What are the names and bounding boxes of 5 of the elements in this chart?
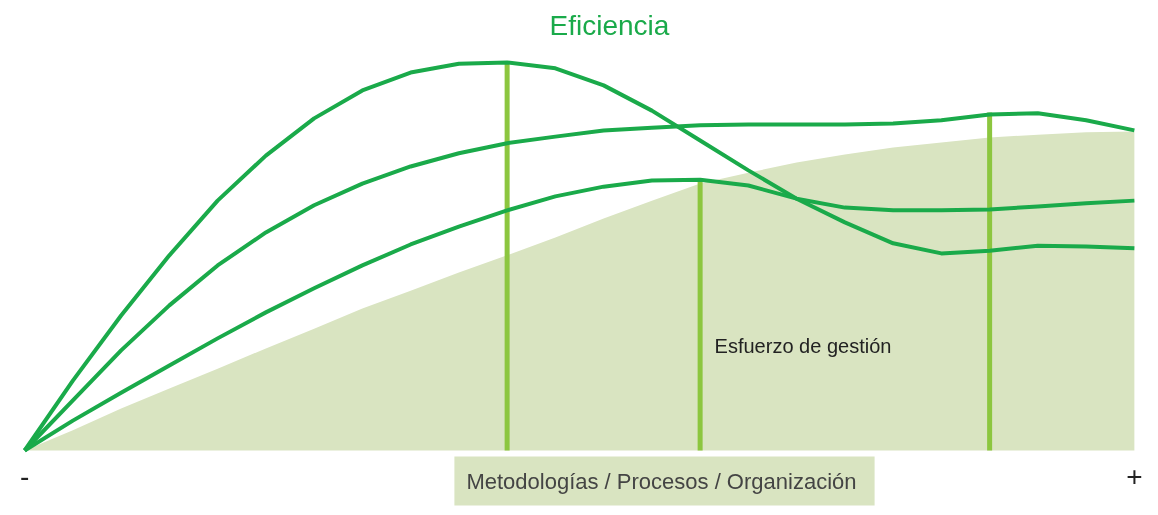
- x-tick-label: +: [1126, 460, 1143, 492]
- series-label: Esfuerzo de gestión: [714, 335, 892, 358]
- chart-title: Eficiencia: [549, 9, 670, 41]
- x-axis-title: Metodologías / Procesos / Organización: [466, 468, 857, 494]
- x-tick-label: -: [19, 460, 30, 492]
